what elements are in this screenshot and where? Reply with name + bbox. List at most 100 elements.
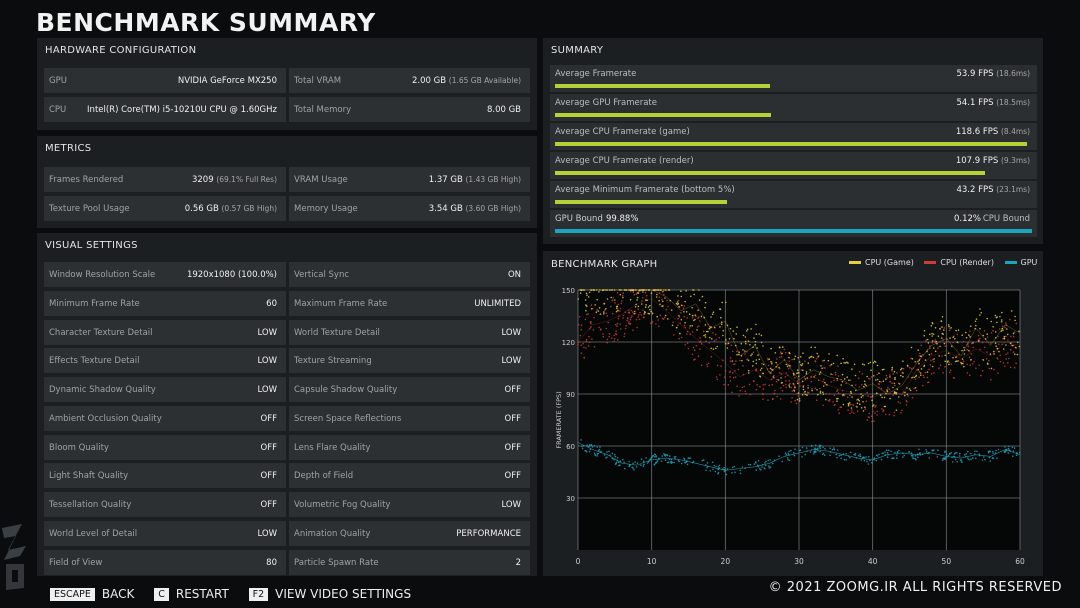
data-point — [758, 468, 761, 470]
data-point — [972, 363, 974, 365]
data-point — [615, 333, 618, 336]
data-point — [787, 374, 789, 376]
data-point — [813, 451, 816, 454]
data-point — [684, 461, 686, 464]
data-point — [854, 452, 857, 455]
data-point — [665, 453, 667, 456]
restart-button[interactable]: C RESTART — [154, 587, 229, 601]
data-point — [1010, 335, 1012, 338]
data-point — [641, 300, 643, 302]
data-point — [603, 303, 606, 305]
data-point — [677, 295, 679, 297]
data-point — [622, 296, 624, 299]
data-point — [661, 317, 664, 320]
data-point — [784, 351, 787, 354]
data-point — [713, 326, 716, 329]
data-point — [791, 390, 794, 392]
data-point — [917, 369, 920, 371]
summary-row: Average Minimum Framerate (bottom 5%) 43.… — [550, 181, 1037, 208]
data-point — [867, 362, 870, 365]
data-point — [923, 376, 925, 379]
data-point — [999, 360, 1002, 363]
data-point — [595, 311, 598, 313]
data-point — [952, 357, 954, 359]
data-point — [742, 349, 744, 351]
data-point — [694, 318, 696, 321]
data-point — [928, 353, 931, 356]
data-point — [665, 308, 668, 311]
data-point — [749, 463, 752, 466]
data-point — [586, 294, 588, 296]
data-point — [958, 354, 960, 356]
data-point — [753, 337, 755, 339]
data-point — [1006, 333, 1009, 336]
data-point — [617, 461, 620, 464]
data-point — [713, 340, 716, 342]
data-point — [596, 446, 599, 448]
data-point — [706, 466, 708, 469]
escape-back-button[interactable]: ESCAPE BACK — [50, 587, 134, 601]
data-point — [970, 358, 972, 361]
data-point — [687, 347, 690, 350]
data-point — [615, 461, 618, 464]
data-point — [578, 324, 580, 326]
data-point — [723, 466, 725, 469]
gpu-value: NVIDIA GeForce MX250 — [177, 76, 277, 86]
data-point — [981, 370, 984, 372]
data-point — [621, 300, 623, 302]
data-point — [824, 448, 826, 450]
visual-setting-row: Dynamic Shadow Quality LOW — [44, 377, 286, 402]
data-point — [699, 320, 701, 322]
data-point — [864, 383, 866, 385]
y-tick-label: 60 — [566, 443, 575, 451]
data-point — [824, 383, 827, 386]
data-point — [850, 404, 852, 406]
data-point — [616, 456, 619, 459]
setting-value: OFF — [260, 471, 277, 482]
data-point — [613, 289, 616, 291]
setting-value: LOW — [501, 356, 521, 367]
summary-panel: SUMMARY Average Framerate 53.9 FPS (18.6m… — [543, 38, 1043, 244]
data-point — [948, 361, 950, 364]
data-point — [785, 380, 787, 382]
data-point — [767, 358, 769, 361]
data-point — [998, 343, 1000, 345]
data-point — [918, 376, 920, 378]
data-point — [577, 298, 579, 300]
data-point — [995, 345, 997, 347]
data-point — [898, 383, 901, 385]
data-point — [623, 467, 626, 470]
data-point — [636, 462, 639, 464]
x-tick-label: 0 — [576, 557, 581, 566]
data-point — [854, 374, 857, 377]
view-video-settings-button[interactable]: F2 VIEW VIDEO SETTINGS — [248, 587, 411, 601]
data-point — [642, 309, 644, 311]
data-point — [613, 334, 615, 337]
data-point — [894, 384, 896, 387]
data-point — [862, 401, 864, 403]
data-point — [755, 323, 757, 326]
data-point — [920, 374, 922, 376]
data-point — [643, 313, 645, 315]
data-point — [637, 305, 640, 308]
data-point — [814, 444, 817, 447]
total-memory-value: 8.00 GB — [486, 105, 521, 115]
data-point — [872, 410, 874, 413]
data-point — [752, 365, 754, 367]
data-point — [912, 457, 914, 459]
data-point — [622, 458, 624, 461]
vram-usage-cell: VRAM Usage 1.37 GB (1.43 GB High) — [289, 167, 530, 192]
data-point — [768, 370, 770, 373]
data-point — [975, 457, 977, 460]
metrics-title: METRICS — [45, 143, 92, 154]
setting-value: OFF — [504, 442, 521, 453]
data-point — [725, 339, 727, 341]
data-point — [848, 456, 851, 459]
data-point — [653, 455, 656, 458]
data-point — [986, 333, 988, 335]
data-point — [836, 379, 838, 382]
data-point — [588, 291, 591, 294]
data-point — [660, 460, 663, 463]
data-point — [956, 461, 958, 463]
memory-usage-value: 3.54 GB (3.60 GB High) — [428, 204, 521, 214]
